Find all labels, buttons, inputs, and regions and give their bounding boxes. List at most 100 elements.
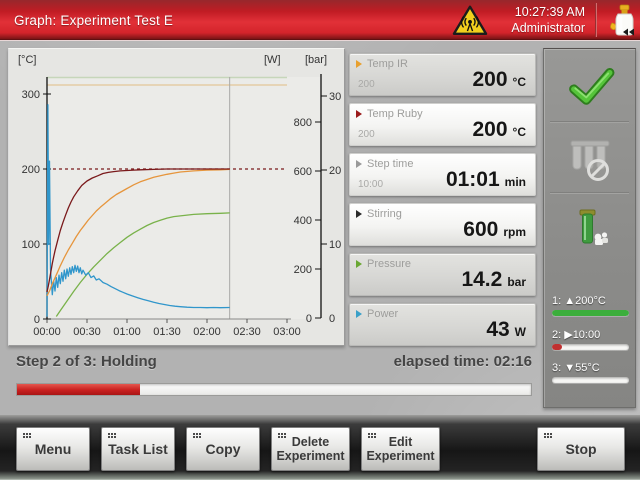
svg-text:300: 300: [22, 89, 40, 101]
param-arrow-icon: [356, 160, 362, 168]
step-status-text: Step 2 of 3: Holding: [16, 353, 157, 370]
param-label: Power: [367, 308, 399, 320]
step-indicator-bar: [552, 344, 629, 350]
param-value: 200: [472, 68, 508, 91]
param-card-step-time[interactable]: Step time 10:00 01:01 min: [349, 153, 536, 196]
step-indicator-1: 1: ▲200°C: [552, 295, 630, 316]
param-value: 01:01: [445, 168, 500, 191]
task-list-button[interactable]: Task List: [101, 427, 175, 471]
step-indicator-label: 1: ▲200°C: [552, 295, 606, 307]
param-unit: bar: [507, 275, 526, 289]
svg-text:100: 100: [22, 239, 40, 251]
param-label: Pressure: [367, 258, 412, 270]
param-arrow-icon: [356, 110, 362, 118]
svg-text:400: 400: [294, 215, 312, 227]
grid-dots-icon: [193, 433, 195, 435]
param-label: Stirring: [367, 208, 402, 220]
param-label: Temp Ruby: [367, 108, 423, 120]
step-indicator-label: 2: ▶10:00: [552, 329, 601, 341]
param-arrow-icon: [356, 60, 362, 68]
step-indicator-list: 1: ▲200°C 2: ▶10:00 3: ▼55°C: [552, 295, 630, 395]
button-label: Copy: [205, 440, 241, 457]
svg-text:02:00: 02:00: [193, 326, 221, 338]
grid-dots-icon: [108, 433, 110, 435]
series-pressure: [55, 212, 230, 317]
panel-divider: [550, 121, 629, 123]
svg-text:01:30: 01:30: [153, 326, 181, 338]
param-arrow-icon: [356, 210, 362, 218]
svg-text:0: 0: [306, 313, 312, 325]
edit-experiment-button[interactable]: Edit Experiment: [361, 427, 440, 471]
series-temp-ir: [46, 168, 230, 297]
step-indicator-label: 3: ▼55°C: [552, 362, 600, 374]
svg-text:0: 0: [34, 314, 40, 326]
button-label: Delete Experiment: [276, 434, 345, 463]
menu-button[interactable]: Menu: [16, 427, 90, 471]
button-label: Stop: [565, 440, 597, 457]
param-unit: W: [514, 325, 526, 339]
chart-panel: [°C] [W] [bar] 00:00 00:30 01:00 01:30 02:00…: [8, 48, 345, 346]
program-progress-fill: [17, 384, 141, 395]
svg-text:200: 200: [22, 164, 40, 176]
param-setpoint: 200: [358, 79, 375, 90]
param-unit: °C: [512, 125, 526, 139]
microwave-warning-icon: [451, 4, 489, 37]
rack-disabled-icon: [570, 139, 612, 188]
param-card-pressure[interactable]: Pressure 14.2 bar: [349, 253, 536, 296]
step-indicator-2: 2: ▶10:00: [552, 328, 630, 350]
param-card-stirring[interactable]: Stirring 600 rpm: [349, 203, 536, 246]
delete-experiment-button[interactable]: Delete Experiment: [271, 427, 350, 471]
program-progress-bar: [16, 383, 532, 396]
param-setpoint: 10:00: [358, 179, 384, 190]
svg-text:00:30: 00:30: [73, 326, 101, 338]
parameter-list: Temp IR 200 200 °C Temp Ruby 200 200 °C Step tim…: [349, 53, 536, 353]
series-temp-ruby: [46, 168, 230, 293]
button-label: Edit Experiment: [366, 434, 435, 463]
param-card-temp-ir[interactable]: Temp IR 200 200 °C: [349, 53, 536, 96]
vessel-active-icon: [574, 209, 610, 252]
svg-text:800: 800: [294, 117, 312, 129]
status-row: Step 2 of 3: Holding elapsed time: 02:16: [16, 353, 532, 370]
main-area: [°C] [W] [bar] 00:00 00:30 01:00 01:30 02:00…: [0, 40, 640, 415]
step-indicator-bar: [552, 377, 629, 383]
toolbar: Menu Task List Copy Delete Experiment Edit Exp…: [0, 415, 640, 480]
svg-text:10: 10: [329, 239, 341, 251]
svg-text:02:30: 02:30: [233, 326, 261, 338]
svg-text:03:00: 03:00: [273, 326, 301, 338]
title-bar: Graph: Experiment Test E 10:27:39 AM Adm…: [0, 0, 640, 40]
param-value: 600: [463, 218, 499, 241]
elapsed-time-text: elapsed time: 02:16: [393, 353, 532, 370]
grid-dots-icon: [23, 433, 25, 435]
series-power: [46, 104, 230, 317]
param-card-temp-ruby[interactable]: Temp Ruby 200 200 °C: [349, 103, 536, 146]
status-icon-panel: 1: ▲200°C 2: ▶10:00 3: ▼55°C: [543, 48, 636, 408]
svg-text:01:00: 01:00: [113, 326, 141, 338]
param-label: Step time: [367, 158, 414, 170]
chart-svg: 00:00 00:30 01:00 01:30 02:00 02:30 03:0001002…: [22, 74, 341, 338]
param-unit: rpm: [503, 225, 526, 239]
page-title: Graph: Experiment Test E: [14, 12, 174, 28]
bar-axis-unit-label: [bar]: [305, 54, 328, 66]
left-axis-unit-label: [°C]: [18, 54, 37, 66]
svg-text:30: 30: [329, 91, 341, 103]
svg-text:00:00: 00:00: [33, 326, 61, 338]
param-label: Temp IR: [367, 58, 408, 70]
param-value: 14.2: [461, 268, 503, 291]
param-card-power[interactable]: Power 43 W: [349, 303, 536, 346]
button-label: Task List: [108, 440, 168, 457]
copy-button[interactable]: Copy: [186, 427, 260, 471]
user-name: Administrator: [511, 21, 585, 35]
title-bar-divider: [595, 3, 597, 37]
confirm-check-icon: [566, 65, 616, 112]
param-unit: °C: [512, 75, 526, 89]
svg-text:20: 20: [329, 165, 341, 177]
stop-button[interactable]: Stop: [537, 427, 625, 471]
step-indicator-bar: [552, 310, 629, 316]
param-arrow-icon: [356, 310, 362, 318]
watt-axis-unit-label: [W]: [264, 54, 281, 66]
svg-text:600: 600: [294, 166, 312, 178]
svg-text:200: 200: [294, 264, 312, 276]
param-value: 43: [486, 318, 510, 341]
grid-dots-icon: [544, 433, 546, 435]
